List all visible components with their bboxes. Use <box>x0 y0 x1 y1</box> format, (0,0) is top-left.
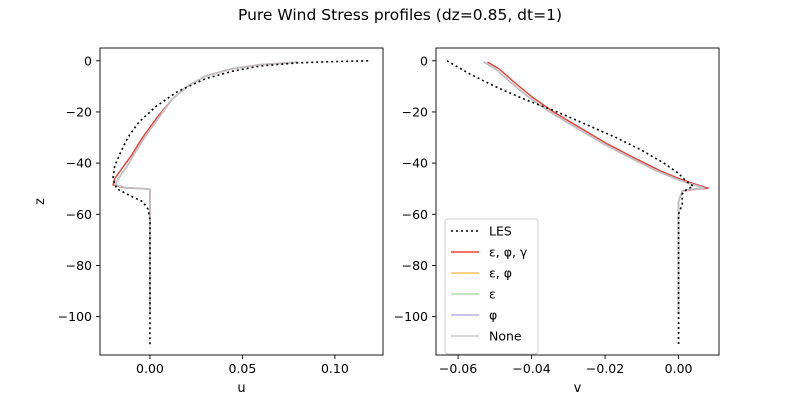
v-profile-plot: −0.06 −0.04 −0.02 0.00 0 −20 −40 −60 −80 −100 v LES… <box>394 47 720 396</box>
series-line-none <box>113 61 298 315</box>
y-tick-label: 0 <box>84 53 92 68</box>
legend-item: ε, φ <box>451 266 512 281</box>
legend-label: φ <box>489 308 497 323</box>
legend-label: ε <box>489 287 496 302</box>
series-line-none <box>483 61 706 315</box>
x-tick-label: −0.02 <box>586 361 624 376</box>
x-axis-label: u <box>237 381 245 396</box>
figure-title: Pure Wind Stress profiles (dz=0.85, dt=1… <box>238 6 562 24</box>
x-tick-label: −0.06 <box>439 361 477 376</box>
y-axis-label: z <box>33 198 48 205</box>
x-tick-label: 0.00 <box>136 361 164 376</box>
legend-item: φ <box>451 308 497 323</box>
legend-item: ε, φ, γ <box>451 245 528 260</box>
axes-frame <box>435 47 720 356</box>
legend-item: None <box>451 329 522 344</box>
y-tick-label: 0 <box>420 53 428 68</box>
series-lines <box>446 60 709 345</box>
y-tick-label: −20 <box>66 104 92 119</box>
axes-frame <box>99 47 384 356</box>
y-tick-label: −40 <box>66 156 92 171</box>
y-tick-label: −80 <box>66 258 92 273</box>
legend-item: LES <box>451 224 512 239</box>
x-tick-label: 0.10 <box>321 361 349 376</box>
legend-label: LES <box>489 224 512 239</box>
y-tick-label: −60 <box>66 207 92 222</box>
y-tick-label: −60 <box>402 207 428 222</box>
legend-item: ε <box>451 287 496 302</box>
series-lines <box>112 59 369 345</box>
legend-label: ε, φ, γ <box>489 245 528 260</box>
y-tick-label: −100 <box>394 309 428 324</box>
y-tick-label: −20 <box>402 104 428 119</box>
x-tick-label: 0.00 <box>665 361 693 376</box>
x-axis-label: v <box>574 381 582 396</box>
u-profile-plot: 0.00 0.05 0.10 0 −20 −40 −60 −80 −100 u z <box>33 47 384 396</box>
series-line-les <box>446 60 695 345</box>
series-line-les <box>112 59 369 345</box>
y-tick-label: −40 <box>402 156 428 171</box>
legend: LES ε, φ, γ ε, φ εφ None <box>444 218 539 355</box>
y-tick-label: −80 <box>402 258 428 273</box>
x-tick-label: −0.04 <box>512 361 550 376</box>
y-tick-label: −100 <box>58 309 92 324</box>
legend-label: ε, φ <box>489 266 512 281</box>
legend-label: None <box>489 329 522 344</box>
x-tick-label: 0.05 <box>229 361 257 376</box>
